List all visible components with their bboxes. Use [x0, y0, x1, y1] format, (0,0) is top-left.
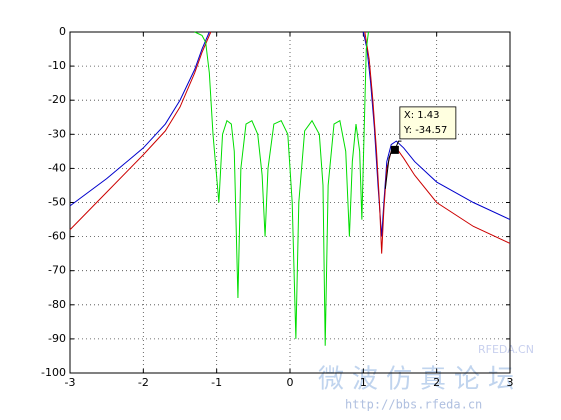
- y-tick-label: -20: [48, 93, 66, 106]
- watermark-url: http://bbs.rfeda.cn: [345, 398, 482, 412]
- y-tick-label: -30: [48, 127, 66, 140]
- y-tick-label: -100: [41, 366, 66, 379]
- x-tick-label: -2: [138, 376, 149, 389]
- data-tip-box: [399, 106, 457, 140]
- x-tick-label: -1: [211, 376, 222, 389]
- series-line: [194, 31, 369, 346]
- y-tick-label: -80: [48, 298, 66, 311]
- y-tick-label: -50: [48, 196, 66, 209]
- axes-box: [69, 31, 511, 374]
- x-tick-label: 2: [433, 376, 440, 389]
- y-tick-label: -70: [48, 264, 66, 277]
- data-tip-marker: [390, 145, 399, 154]
- watermark-brand: RFEDA.CN: [478, 343, 534, 356]
- y-tick-label: -10: [48, 59, 66, 72]
- data-tip-x: X: 1.43: [404, 110, 440, 121]
- data-tip-y: Y: -34.57: [403, 125, 448, 136]
- x-tick-label: -3: [65, 376, 76, 389]
- y-tick-label: -90: [48, 332, 66, 345]
- x-tick-label: 1: [360, 376, 367, 389]
- y-tick-label: 0: [59, 25, 66, 38]
- x-tick-label: 0: [287, 376, 294, 389]
- watermark-site: 微波仿真论坛: [318, 365, 522, 395]
- y-tick-label: -40: [48, 161, 66, 174]
- series-line: [69, 31, 511, 237]
- series-line: [69, 31, 511, 254]
- y-tick-label: -60: [48, 230, 66, 243]
- x-tick-label: 3: [507, 376, 514, 389]
